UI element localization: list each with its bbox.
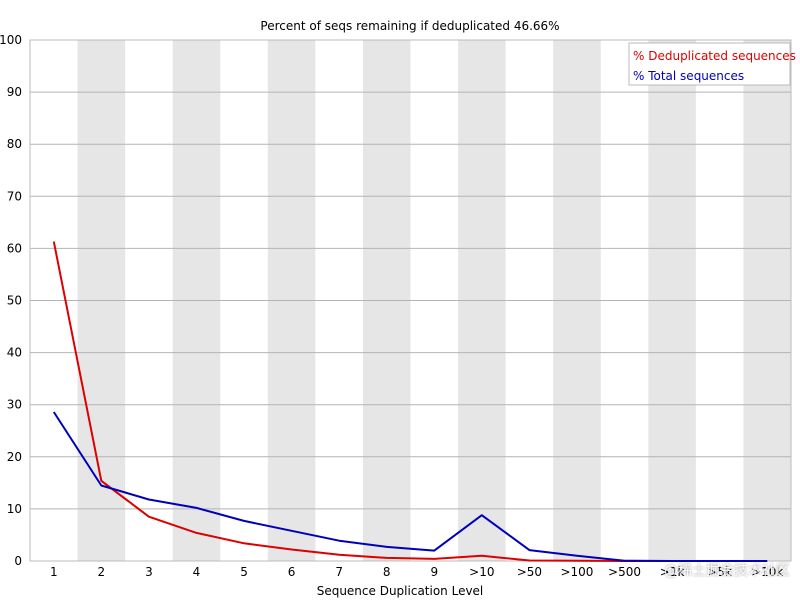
x-tick-label-4: 5: [240, 565, 248, 579]
legend-box: [628, 42, 791, 86]
x-tick-label-15: >10k: [751, 565, 783, 579]
y-tick-label-70: 70: [7, 189, 22, 203]
x-tick-label-2: 3: [145, 565, 153, 579]
series-line-1: [52, 411, 768, 562]
x-tick-labels: 1 2 3 4 5 6 7 8 9 >10 >50 >100 >500 >1k >5k >10k: [50, 565, 783, 579]
y-tick-label-40: 40: [7, 346, 22, 360]
legend-entry-total: % Total sequences: [633, 69, 744, 83]
x-tick-label-0: 1: [50, 565, 58, 579]
x-tick-label-8: 9: [430, 565, 438, 579]
y-tick-label-90: 90: [7, 85, 22, 99]
plot-frame: [29, 39, 792, 562]
y-tick-label-20: 20: [7, 450, 22, 464]
y-tick-label-100: 100: [0, 33, 22, 47]
x-tick-label-10: >50: [517, 565, 542, 579]
x-axis-label: Sequence Duplication Level: [317, 584, 484, 598]
y-tick-label-80: 80: [7, 137, 22, 151]
x-tick-label-9: >10: [469, 565, 494, 579]
x-tick-label-6: 7: [335, 565, 343, 579]
x-tick-label-13: >1k: [660, 565, 685, 579]
x-tick-label-3: 4: [193, 565, 201, 579]
x-tick-label-11: >100: [560, 565, 593, 579]
y-tick-label-60: 60: [7, 241, 22, 255]
x-tick-label-12: >500: [608, 565, 641, 579]
y-tick-label-10: 10: [7, 502, 22, 516]
legend: % Deduplicated sequences % Total sequenc…: [628, 42, 796, 86]
x-tick-label-1: 2: [98, 565, 106, 579]
y-tick-label-0: 0: [14, 554, 22, 568]
y-tick-labels: 0 10 20 30 40 50 60 70 80 90 100: [0, 33, 22, 568]
x-tick-label-5: 6: [288, 565, 296, 579]
legend-entry-deduplicated: % Deduplicated sequences: [633, 49, 796, 63]
y-tick-label-50: 50: [7, 294, 22, 308]
chart-title: Percent of seqs remaining if deduplicate…: [260, 19, 559, 33]
x-tick-label-7: 8: [383, 565, 391, 579]
y-tick-label-30: 30: [7, 398, 22, 412]
x-tick-label-14: >5k: [707, 565, 732, 579]
series-lines: [52, 241, 768, 562]
